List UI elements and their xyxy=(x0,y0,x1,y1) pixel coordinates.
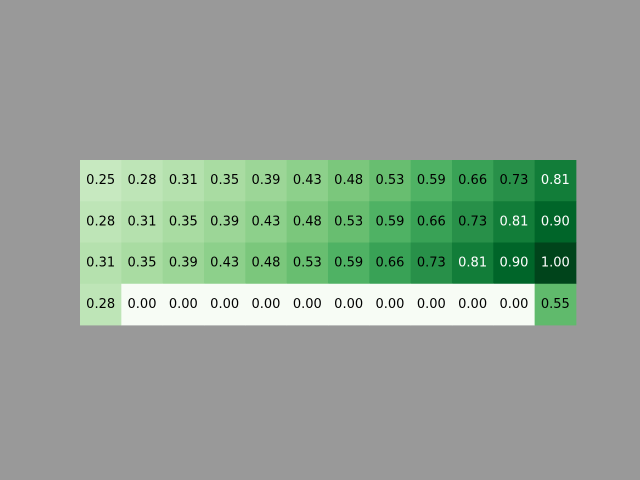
heatmap-cell-label-r1-c0: 0.28 xyxy=(86,214,115,229)
heatmap-cell-r2-c2 xyxy=(162,242,205,285)
heatmap-cell-r1-c4 xyxy=(245,201,288,243)
heatmap-cell-label-r0-c2: 0.31 xyxy=(169,173,198,188)
heatmap-cell-label-r0-c6: 0.48 xyxy=(334,173,363,188)
heatmap-cell-r3-c3 xyxy=(203,283,246,326)
heatmap-cell-label-r1-c3: 0.39 xyxy=(210,214,239,229)
heatmap-cell-r2-c10 xyxy=(493,242,536,285)
heatmap-cell-r3-c6 xyxy=(327,283,370,326)
heatmap-cell-r2-c3 xyxy=(203,242,246,285)
heatmap-cell-r1-c11 xyxy=(534,201,577,243)
heatmap-cell-r1-c8 xyxy=(410,201,453,243)
heatmap-cell-r2-c4 xyxy=(245,242,288,285)
heatmap-cell-r3-c2 xyxy=(162,283,205,326)
heatmap-cell-label-r3-c6: 0.00 xyxy=(334,297,363,312)
heatmap-cell-label-r1-c5: 0.48 xyxy=(293,214,322,229)
heatmap-cell-r3-c4 xyxy=(245,283,288,326)
heatmap-cell-r3-c5 xyxy=(286,283,329,326)
heatmap-cell-label-r1-c11: 0.90 xyxy=(541,214,570,229)
heatmap-cell-r3-c1 xyxy=(121,283,164,326)
heatmap-cell-r0-c10 xyxy=(493,160,536,202)
heatmap-cell-label-r2-c4: 0.48 xyxy=(252,256,281,271)
heatmap-cell-label-r0-c0: 0.25 xyxy=(86,173,115,188)
heatmap-cell-r1-c0 xyxy=(80,201,122,243)
heatmap-cell-label-r3-c11: 0.55 xyxy=(541,297,570,312)
heatmap-cell-label-r2-c11: 1.00 xyxy=(541,256,570,271)
heatmap-cell-r3-c0 xyxy=(80,283,122,326)
heatmap-cell-r2-c1 xyxy=(121,242,164,285)
heatmap-cell-label-r0-c7: 0.53 xyxy=(376,173,405,188)
heatmap-cell-r0-c2 xyxy=(162,160,205,202)
heatmap-cell-r0-c5 xyxy=(286,160,329,202)
heatmap-cell-r1-c6 xyxy=(327,201,370,243)
heatmap-cell-r3-c9 xyxy=(451,283,494,326)
heatmap-cell-r2-c6 xyxy=(327,242,370,285)
heatmap-cell-label-r2-c5: 0.53 xyxy=(293,256,322,271)
heatmap-cell-r2-c11 xyxy=(534,242,577,285)
heatmap-cell-r0-c1 xyxy=(121,160,164,202)
heatmap-cell-label-r3-c2: 0.00 xyxy=(169,297,198,312)
heatmap-cell-label-r1-c10: 0.81 xyxy=(499,214,528,229)
heatmap-cell-label-r0-c9: 0.66 xyxy=(458,173,487,188)
heatmap-cell-r2-c0 xyxy=(80,242,122,285)
heatmap-cell-r1-c2 xyxy=(162,201,205,243)
heatmap-cell-label-r3-c9: 0.00 xyxy=(458,297,487,312)
heatmap-cell-r2-c9 xyxy=(451,242,494,285)
heatmap-cell-label-r3-c0: 0.28 xyxy=(86,297,115,312)
heatmap-cell-label-r3-c4: 0.00 xyxy=(252,297,281,312)
heatmap-cell-r0-c6 xyxy=(327,160,370,202)
heatmap-cell-label-r1-c9: 0.73 xyxy=(458,214,487,229)
heatmap-cell-label-r3-c3: 0.00 xyxy=(210,297,239,312)
heatmap-cell-label-r2-c9: 0.81 xyxy=(458,256,487,271)
heatmap-cell-r0-c8 xyxy=(410,160,453,202)
heatmap-cell-label-r3-c8: 0.00 xyxy=(417,297,446,312)
heatmap-cell-label-r3-c1: 0.00 xyxy=(128,297,157,312)
heatmap-cell-label-r3-c5: 0.00 xyxy=(293,297,322,312)
heatmap-cell-r1-c5 xyxy=(286,201,329,243)
heatmap-cell-label-r2-c10: 0.90 xyxy=(499,256,528,271)
heatmap-cell-label-r2-c2: 0.39 xyxy=(169,256,198,271)
heatmap-cell-r2-c5 xyxy=(286,242,329,285)
heatmap-cell-label-r0-c10: 0.73 xyxy=(499,173,528,188)
heatmap-cell-label-r0-c3: 0.35 xyxy=(210,173,239,188)
heatmap-cell-r0-c7 xyxy=(369,160,412,202)
heatmap-cell-label-r1-c4: 0.43 xyxy=(252,214,281,229)
heatmap-cell-r3-c8 xyxy=(410,283,453,326)
heatmap-cell-r3-c11 xyxy=(534,283,577,326)
heatmap-cell-label-r1-c7: 0.59 xyxy=(376,214,405,229)
heatmap-cell-r1-c10 xyxy=(493,201,536,243)
heatmap-cell-r0-c0 xyxy=(80,160,122,202)
heatmap-cell-r0-c4 xyxy=(245,160,288,202)
heatmap-cell-label-r3-c7: 0.00 xyxy=(376,297,405,312)
heatmap-cell-r1-c9 xyxy=(451,201,494,243)
heatmap-cell-label-r2-c3: 0.43 xyxy=(210,256,239,271)
heatmap-cell-label-r2-c8: 0.73 xyxy=(417,256,446,271)
heatmap-cell-label-r2-c0: 0.31 xyxy=(86,256,115,271)
heatmap-cell-r2-c7 xyxy=(369,242,412,285)
heatmap-cell-label-r1-c1: 0.31 xyxy=(128,214,157,229)
heatmap-cell-label-r2-c1: 0.35 xyxy=(128,256,157,271)
heatmap-cell-r3-c7 xyxy=(369,283,412,326)
heatmap-cell-label-r0-c8: 0.59 xyxy=(417,173,446,188)
heatmap-cell-label-r1-c2: 0.35 xyxy=(169,214,198,229)
heatmap-cell-label-r3-c10: 0.00 xyxy=(499,297,528,312)
heatmap-cell-label-r2-c6: 0.59 xyxy=(334,256,363,271)
heatmap-cell-r0-c9 xyxy=(451,160,494,202)
heatmap-cell-r2-c8 xyxy=(410,242,453,285)
heatmap-cell-r1-c7 xyxy=(369,201,412,243)
heatmap-cell-r0-c11 xyxy=(534,160,577,202)
heatmap-cell-label-r0-c5: 0.43 xyxy=(293,173,322,188)
heatmap-cell-label-r1-c8: 0.66 xyxy=(417,214,446,229)
heatmap-cell-label-r0-c1: 0.28 xyxy=(128,173,157,188)
heatmap-cell-label-r0-c11: 0.81 xyxy=(541,173,570,188)
heatmap-cell-r3-c10 xyxy=(493,283,536,326)
heatmap-cell-label-r2-c7: 0.66 xyxy=(376,256,405,271)
heatmap-cell-r1-c1 xyxy=(121,201,164,243)
heatmap-cell-r1-c3 xyxy=(203,201,246,243)
heatmap-cell-label-r1-c6: 0.53 xyxy=(334,214,363,229)
heatmap-cell-label-r0-c4: 0.39 xyxy=(252,173,281,188)
heatmap-cell-r0-c3 xyxy=(203,160,246,202)
